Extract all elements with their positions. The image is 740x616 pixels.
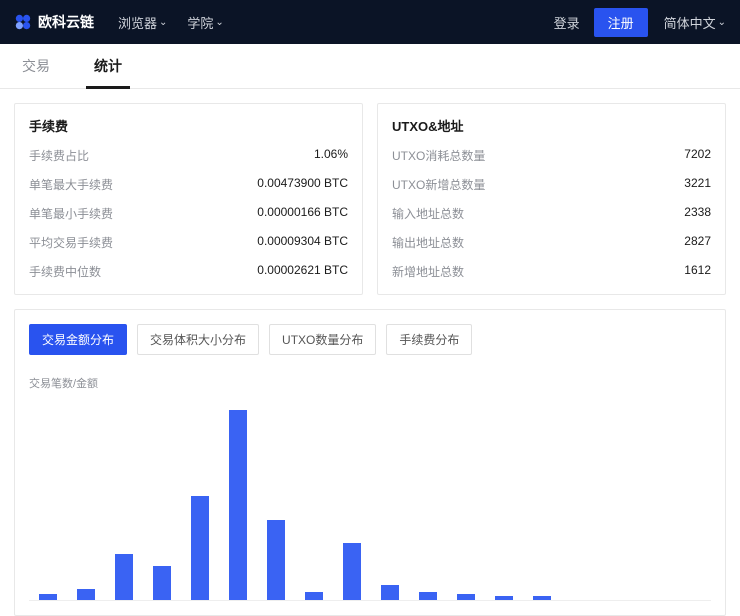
tab-transactions[interactable]: 交易 bbox=[14, 44, 58, 88]
chevron-down-icon: ⌄ bbox=[718, 17, 726, 28]
stat-row: 手续费中位数 0.00002621 BTC bbox=[29, 257, 348, 286]
stat-row: 手续费占比 1.06% bbox=[29, 141, 348, 170]
chart-bar bbox=[533, 596, 551, 600]
nav-item-browser[interactable]: 浏览器 ⌄ bbox=[118, 13, 167, 32]
nav-item-label: 学院 bbox=[187, 13, 213, 32]
brand-text: 欧科云链 bbox=[38, 12, 94, 32]
chart-tabs: 交易金额分布 交易体积大小分布 UTXO数量分布 手续费分布 bbox=[29, 324, 711, 355]
chart-bar bbox=[153, 566, 171, 600]
chart-bar bbox=[419, 592, 437, 600]
stat-label: 输出地址总数 bbox=[392, 234, 464, 251]
bar-chart bbox=[29, 401, 711, 601]
chart-bar bbox=[305, 592, 323, 600]
stat-label: 手续费占比 bbox=[29, 147, 89, 164]
language-label: 简体中文 bbox=[664, 13, 716, 32]
chart-bar bbox=[381, 585, 399, 600]
stat-value: 1612 bbox=[684, 263, 711, 280]
stats-panels: 手续费 手续费占比 1.06% 单笔最大手续费 0.00473900 BTC 单笔最小手… bbox=[0, 89, 740, 309]
register-button[interactable]: 注册 bbox=[594, 8, 648, 37]
chevron-down-icon: ⌄ bbox=[159, 17, 167, 28]
stat-row: 输出地址总数 2827 bbox=[392, 228, 711, 257]
stat-value: 3221 bbox=[684, 176, 711, 193]
stat-row: 单笔最小手续费 0.00000166 BTC bbox=[29, 199, 348, 228]
nav-item-label: 浏览器 bbox=[118, 13, 157, 32]
chart-bar bbox=[115, 554, 133, 600]
stat-row: 单笔最大手续费 0.00473900 BTC bbox=[29, 170, 348, 199]
utxo-panel: UTXO&地址 UTXO消耗总数量 7202 UTXO新增总数量 3221 输入地址总数… bbox=[377, 103, 726, 295]
stat-value: 0.00009304 BTC bbox=[257, 234, 348, 251]
stat-value: 0.00000166 BTC bbox=[257, 205, 348, 222]
stat-label: 手续费中位数 bbox=[29, 263, 101, 280]
chart-yaxis-label: 交易笔数/金额 bbox=[29, 375, 711, 391]
stat-label: 输入地址总数 bbox=[392, 205, 464, 222]
chart-bar bbox=[457, 594, 475, 600]
stat-row: 输入地址总数 2338 bbox=[392, 199, 711, 228]
main-tabs: 交易 统计 bbox=[0, 44, 740, 89]
stat-value: 0.00002621 BTC bbox=[257, 263, 348, 280]
top-nav: 欧科云链 浏览器 ⌄ 学院 ⌄ 登录 注册 简体中文 ⌄ bbox=[0, 0, 740, 44]
stat-value: 7202 bbox=[684, 147, 711, 164]
chart-bar bbox=[229, 410, 247, 600]
stat-value: 2827 bbox=[684, 234, 711, 251]
chart-bar bbox=[343, 543, 361, 600]
chart-bar bbox=[495, 596, 513, 600]
stat-value: 0.00473900 BTC bbox=[257, 176, 348, 193]
chart-panel: 交易金额分布 交易体积大小分布 UTXO数量分布 手续费分布 交易笔数/金额 bbox=[14, 309, 726, 616]
chart-bar bbox=[39, 594, 57, 600]
chart-bar bbox=[191, 496, 209, 601]
stat-label: 单笔最小手续费 bbox=[29, 205, 113, 222]
fees-panel: 手续费 手续费占比 1.06% 单笔最大手续费 0.00473900 BTC 单笔最小手… bbox=[14, 103, 363, 295]
panel-title: 手续费 bbox=[29, 116, 348, 135]
chevron-down-icon: ⌄ bbox=[215, 17, 223, 28]
stat-label: UTXO消耗总数量 bbox=[392, 147, 485, 164]
chart-tab-amount[interactable]: 交易金额分布 bbox=[29, 324, 127, 355]
stat-label: UTXO新增总数量 bbox=[392, 176, 485, 193]
panel-title: UTXO&地址 bbox=[392, 116, 711, 135]
chart-tab-utxo[interactable]: UTXO数量分布 bbox=[269, 324, 376, 355]
brand-icon bbox=[14, 13, 32, 31]
stat-label: 单笔最大手续费 bbox=[29, 176, 113, 193]
stat-label: 新增地址总数 bbox=[392, 263, 464, 280]
chart-bar bbox=[77, 589, 95, 600]
stat-row: 新增地址总数 1612 bbox=[392, 257, 711, 286]
stat-value: 2338 bbox=[684, 205, 711, 222]
brand-logo[interactable]: 欧科云链 bbox=[14, 12, 94, 32]
chart-tab-size[interactable]: 交易体积大小分布 bbox=[137, 324, 259, 355]
login-link[interactable]: 登录 bbox=[554, 13, 580, 32]
chart-tab-fee[interactable]: 手续费分布 bbox=[386, 324, 472, 355]
stat-row: UTXO消耗总数量 7202 bbox=[392, 141, 711, 170]
stat-row: UTXO新增总数量 3221 bbox=[392, 170, 711, 199]
chart-bar bbox=[267, 520, 285, 600]
language-selector[interactable]: 简体中文 ⌄ bbox=[664, 13, 726, 32]
tab-stats[interactable]: 统计 bbox=[86, 44, 130, 88]
stat-value: 1.06% bbox=[314, 147, 348, 164]
nav-item-academy[interactable]: 学院 ⌄ bbox=[187, 13, 223, 32]
stat-label: 平均交易手续费 bbox=[29, 234, 113, 251]
stat-row: 平均交易手续费 0.00009304 BTC bbox=[29, 228, 348, 257]
